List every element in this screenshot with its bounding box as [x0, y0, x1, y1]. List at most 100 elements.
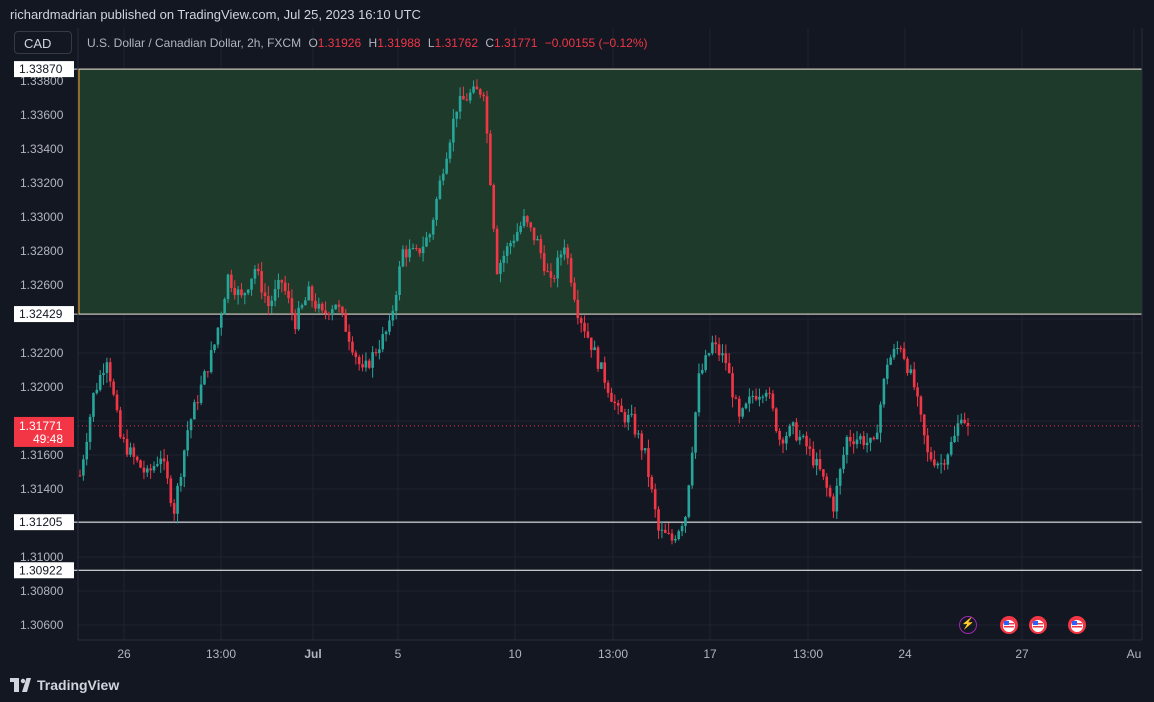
tradingview-logo-icon [10, 678, 31, 692]
candle-body [105, 362, 109, 374]
candle-body [785, 435, 788, 444]
candle-body [721, 353, 724, 356]
candle-body [882, 378, 886, 405]
price-tick-label: 1.33600 [20, 108, 64, 122]
candle-body [357, 357, 361, 365]
candle-body [832, 496, 835, 512]
time-tick-label: Au [1127, 647, 1142, 661]
candle-body [963, 419, 966, 423]
candle-body [778, 431, 781, 440]
candlestick-chart[interactable]: 1.33800 1.33600 1.33400 1.33200 1.33000 1.328… [0, 28, 1154, 668]
candle-body [559, 254, 563, 258]
candle-body [707, 353, 711, 356]
candle-body [885, 364, 889, 379]
support-price-tag-2-box [14, 562, 74, 579]
candle-body [499, 262, 502, 274]
candle-body [647, 448, 650, 477]
candle-body [108, 362, 112, 382]
last-price-countdown: 49:48 [33, 432, 63, 446]
us-flag-icon[interactable] [1029, 616, 1047, 634]
candle-body [361, 364, 364, 368]
symbol-search-box[interactable]: CAD [14, 31, 72, 54]
candle-body [606, 382, 610, 393]
candle-body [583, 322, 586, 332]
candle-body [542, 253, 546, 272]
candle-body [563, 247, 566, 255]
candle-body [690, 452, 694, 486]
candle-body [949, 441, 953, 455]
candle-body [714, 342, 718, 345]
candle-body [613, 401, 617, 404]
candle-body [680, 525, 684, 532]
candle-body [119, 410, 122, 438]
candle-body [653, 489, 657, 510]
supply-zone-rectangle[interactable] [78, 68, 1143, 315]
candle-body [869, 437, 872, 443]
candle-body [125, 438, 129, 455]
candle-body [475, 86, 479, 90]
candle-body [418, 248, 422, 254]
candle-body [663, 529, 667, 533]
price-tick-label: 1.33000 [20, 210, 64, 224]
candle-body [811, 448, 815, 466]
candle-body [929, 452, 933, 460]
candle-body [922, 414, 926, 436]
candle-body [256, 268, 260, 272]
candle-body [485, 96, 489, 134]
tradingview-logo[interactable]: TradingView [10, 677, 119, 693]
candle-body [502, 255, 506, 263]
candle-body [226, 274, 230, 300]
candle-body [152, 465, 156, 471]
candle-body [643, 448, 647, 451]
candle-body [660, 529, 664, 531]
candle-body [307, 286, 311, 301]
candle-body [233, 288, 237, 296]
candle-body [838, 469, 842, 486]
candle-body [623, 412, 627, 423]
candle-body [189, 419, 193, 431]
candle-body [842, 454, 845, 470]
candle-body [855, 439, 859, 445]
candle-body [916, 387, 919, 397]
candle-body [603, 362, 607, 383]
legend-open-value: 1.31926 [317, 36, 362, 50]
time-tick-label: 13:00 [206, 647, 236, 661]
candle-body [260, 271, 263, 293]
candle-body [640, 433, 644, 451]
candle-body [381, 334, 385, 350]
candle-body [327, 313, 331, 316]
us-flag-icon[interactable] [1000, 616, 1018, 634]
candle-body [815, 459, 818, 466]
candle-body [78, 475, 82, 477]
candle-body [324, 310, 327, 314]
us-flag-icon[interactable] [1068, 616, 1086, 634]
candle-body [650, 476, 654, 490]
candle-body [277, 280, 280, 290]
candle-body [482, 94, 485, 97]
lightning-icon[interactable]: ⚡ [959, 616, 977, 634]
candle-body [694, 412, 697, 453]
candle-body [196, 402, 200, 404]
candle-body [620, 405, 623, 413]
price-tick-label: 1.32200 [20, 346, 64, 360]
candle-body [132, 447, 136, 457]
candle-body [845, 436, 849, 455]
candle-body [711, 342, 714, 354]
candle-body [465, 99, 469, 101]
price-tick-label: 1.32800 [20, 244, 64, 258]
candle-body [939, 463, 943, 465]
candle-body [737, 398, 741, 417]
candle-body [492, 185, 496, 229]
time-tick-label: 10 [508, 647, 522, 661]
candle-body [371, 352, 374, 368]
candle-body [139, 460, 142, 468]
chart-area[interactable]: 1.33800 1.33600 1.33400 1.33200 1.33000 1.328… [0, 28, 1154, 668]
candle-body [435, 198, 438, 220]
candle-body [142, 467, 146, 473]
publish-attribution: richardmadrian published on TradingView.… [10, 7, 421, 22]
candle-body [556, 257, 559, 279]
candle-body [626, 414, 630, 423]
candle-body [943, 463, 946, 465]
candle-body [633, 413, 637, 435]
candle-body [320, 303, 324, 311]
